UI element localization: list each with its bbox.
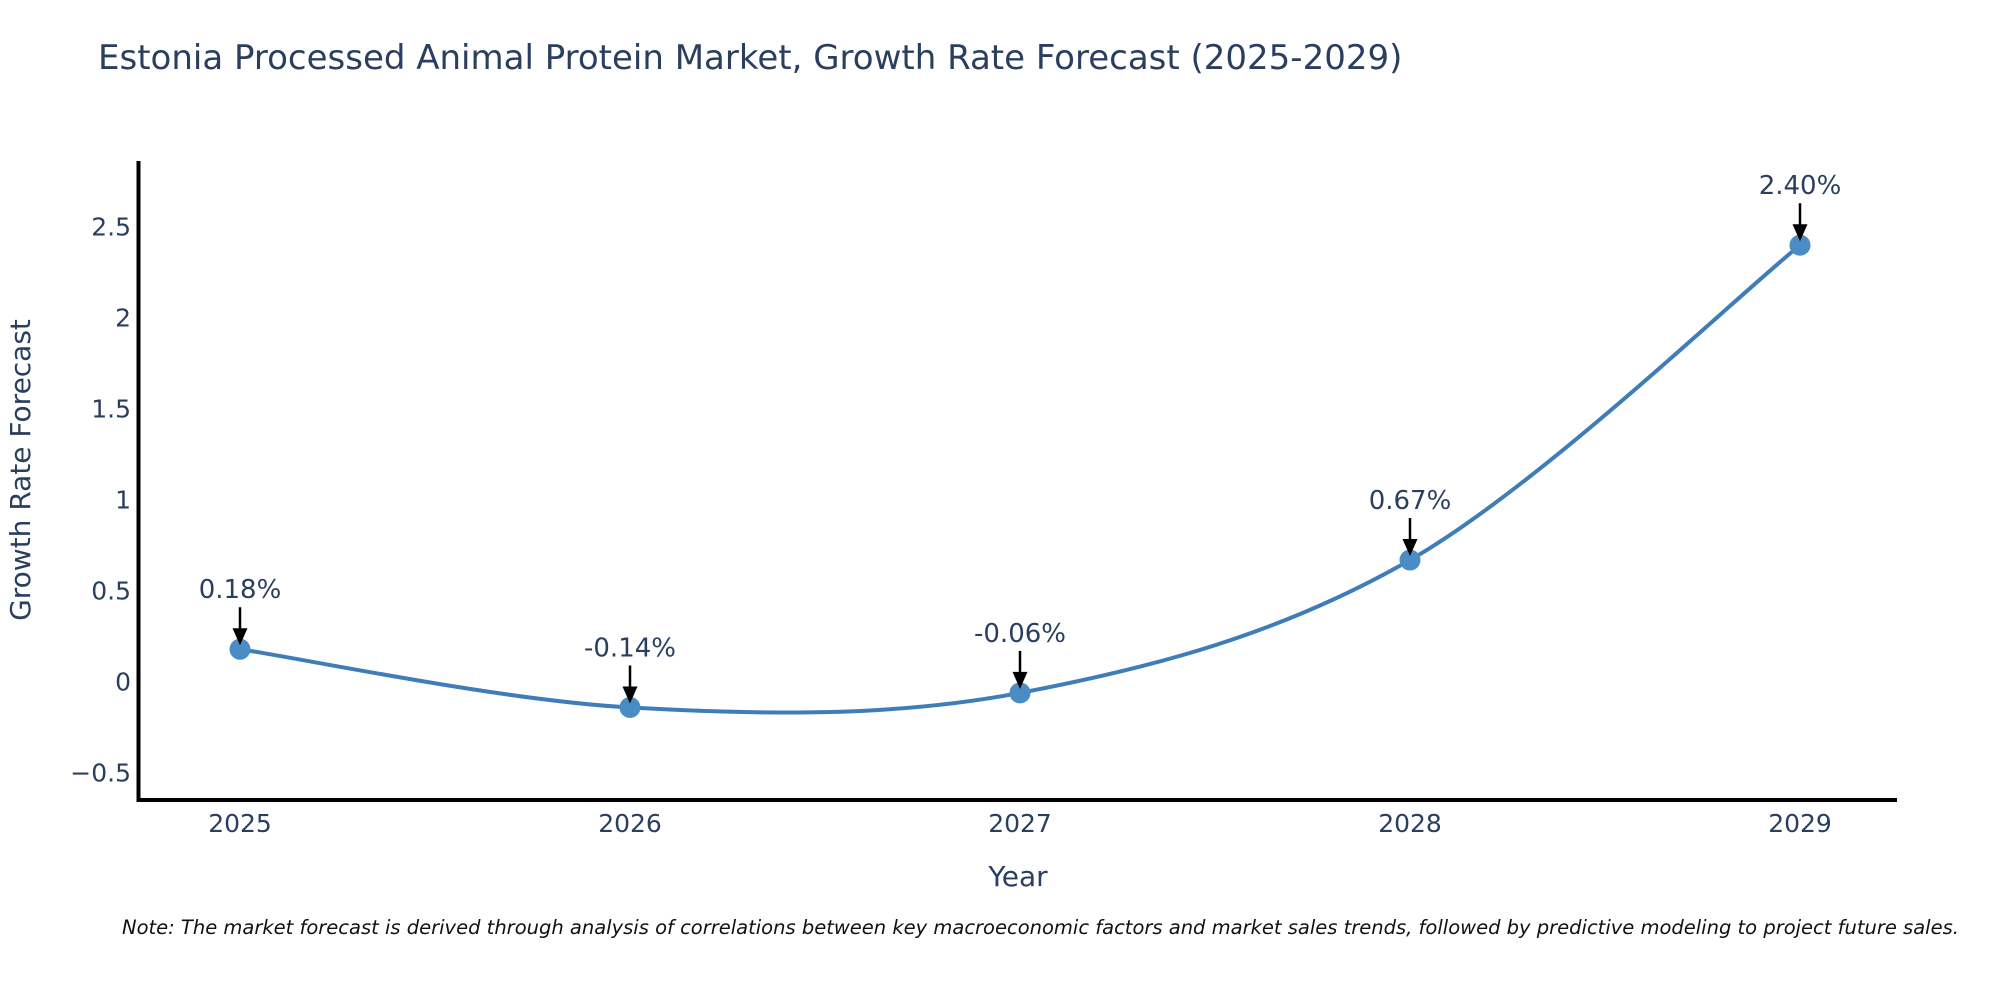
x-tick-label: 2027 bbox=[988, 809, 1052, 838]
data-point-marker[interactable] bbox=[619, 696, 641, 718]
annotation-arrow-head bbox=[622, 686, 638, 704]
data-point-value-label: 0.67% bbox=[1369, 486, 1452, 516]
y-tick-label: 1 bbox=[115, 486, 131, 515]
x-tick-label: 2029 bbox=[1768, 809, 1832, 838]
y-tick-label: 0 bbox=[115, 668, 131, 697]
annotation-arrow-head bbox=[232, 628, 248, 646]
data-point-marker[interactable] bbox=[1789, 234, 1811, 256]
chart-title: Estonia Processed Animal Protein Market,… bbox=[98, 38, 1403, 78]
y-tick-label: 2.5 bbox=[91, 213, 131, 242]
data-point-value-label: 0.18% bbox=[199, 575, 282, 605]
x-tick-label: 2028 bbox=[1378, 809, 1442, 838]
y-tick-label: −0.5 bbox=[70, 759, 131, 788]
data-point-marker[interactable] bbox=[229, 638, 251, 660]
x-tick-label: 2026 bbox=[598, 809, 662, 838]
data-point-value-label: -0.06% bbox=[974, 619, 1066, 649]
forecast-trend-line bbox=[238, 243, 1802, 715]
data-point-value-label: -0.14% bbox=[584, 633, 676, 663]
y-axis-title: Growth Rate Forecast bbox=[4, 319, 37, 621]
x-axis-title: Year bbox=[987, 860, 1048, 893]
x-tick-label: 2025 bbox=[208, 809, 272, 838]
footnote: Note: The market forecast is derived thr… bbox=[122, 916, 1959, 939]
y-tick-label: 0.5 bbox=[91, 577, 131, 606]
annotation-arrow-head bbox=[1012, 671, 1028, 689]
annotation-arrow-head bbox=[1402, 539, 1418, 557]
data-point-value-label: 2.40% bbox=[1759, 171, 1842, 201]
data-point-marker[interactable] bbox=[1009, 682, 1031, 704]
y-tick-label: 1.5 bbox=[91, 395, 131, 424]
y-tick-label: 2 bbox=[115, 304, 131, 333]
data-point-marker[interactable] bbox=[1399, 549, 1421, 571]
growth-rate-forecast-line-chart[interactable]: 2.5 2 1.5 1 0.5 0 −0.5 2025 2026 2027 2028 2029 Year… bbox=[0, 0, 2000, 910]
annotation-arrow-head bbox=[1792, 224, 1808, 242]
